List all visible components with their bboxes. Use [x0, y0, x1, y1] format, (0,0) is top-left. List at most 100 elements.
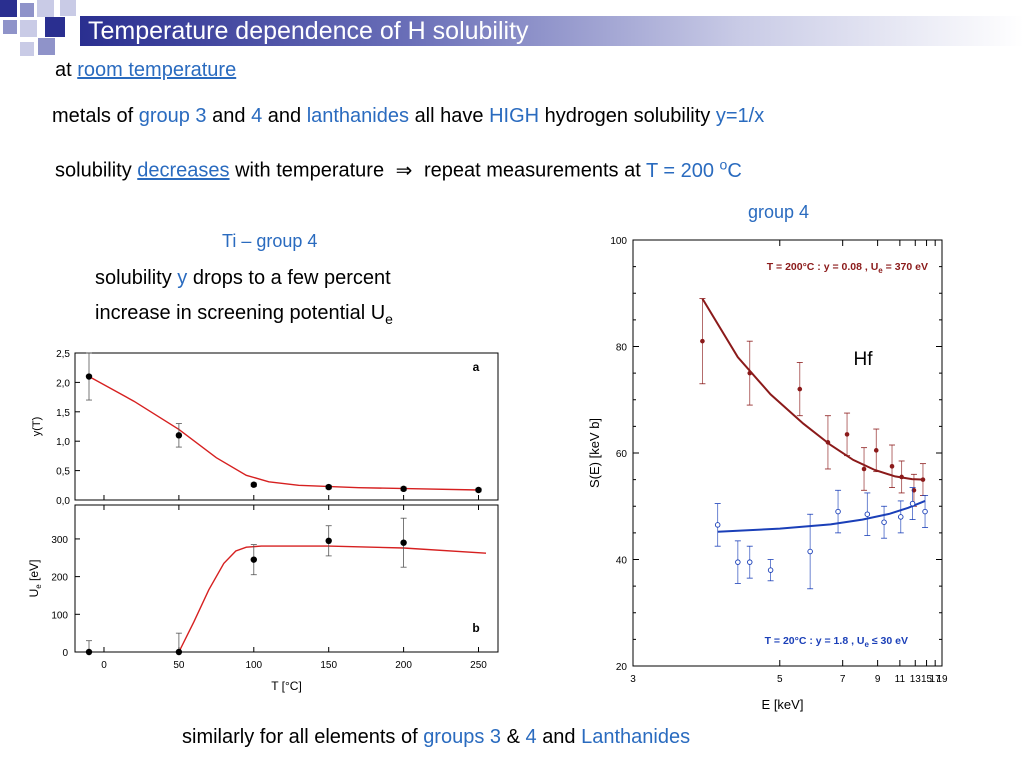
hf-200c-point [861, 466, 867, 472]
hf-frame [632, 239, 943, 667]
line2-and2: and [267, 105, 302, 127]
hf-ytick-label: 20 [616, 662, 628, 673]
panel-a-ytick-label: 1,5 [56, 408, 70, 419]
line2-group4: 4 [251, 105, 263, 127]
footer-groups3: groups 3 [423, 726, 502, 748]
room-temperature-link[interactable]: room temperature [77, 59, 237, 81]
panel-b-point [400, 539, 407, 546]
hf-element-label: Hf [854, 349, 874, 370]
line1-prefix: at [55, 59, 72, 81]
hf-xlabel: E [keV] [762, 697, 804, 712]
hf-20c-point [922, 508, 928, 515]
panel-b-point [325, 537, 332, 545]
panel-a-ytick-label: 2,5 [56, 349, 70, 360]
ti-chart: 0,0 0,5 1,0 1,5 2,0 2,5 0 100 200 300 0 50 100 150 200… [27, 349, 499, 693]
line3-d: repeat measurements at [423, 159, 641, 182]
line3-celsius: C [727, 159, 742, 182]
hf-20c-point [881, 519, 887, 525]
panel-b-xtick-label: 100 [245, 660, 262, 671]
panel-b-ytick-label: 100 [51, 610, 68, 621]
line2-a: metals of [52, 105, 134, 127]
ti1-c: drops to a few percent [192, 267, 391, 289]
hf-ytick-label: 40 [616, 556, 628, 567]
panel-b-label: b [472, 621, 479, 635]
hf-200c-annotation: T = 200°C : y = 0.08 , Ue = 370 eV [767, 261, 928, 275]
panel-b-point [175, 648, 183, 656]
panel-b-ylabel-sub: e [34, 584, 43, 589]
hf-ytick-label: 60 [616, 449, 628, 460]
hf-20c-point [735, 559, 741, 565]
hf-xtick-label: 13 [910, 674, 922, 685]
line-high-solubility: metals of group 3 and 4 and lanthanides … [52, 104, 764, 128]
hf-200c-point [889, 464, 895, 469]
hf-200c-fit-curve [701, 298, 925, 481]
hf-xtick-label: 7 [840, 674, 846, 685]
panel-a-point [325, 483, 332, 491]
hf-xtick-label: 19 [936, 674, 948, 685]
line2-formula: y=1/x [715, 105, 765, 127]
panel-b-ylabel: Ue [eV] [27, 560, 43, 598]
hf-20c-point [864, 511, 871, 517]
slide-title: Temperature dependence of H solubility [88, 17, 529, 45]
hf-200c-point [844, 432, 850, 437]
decreases-link[interactable]: decreases [137, 159, 230, 182]
panel-a-fit-curve [88, 375, 479, 491]
hf-200c-point [700, 338, 705, 344]
hf-20c-annotation-b: ≤ 30 eV [869, 635, 908, 647]
panel-b-xtick-label: 250 [470, 660, 487, 671]
line3-c: with temperature [235, 159, 385, 182]
hf-20c-point [714, 522, 721, 528]
hf-200c-annotation-a: T = 200°C : y = 0.08 , U [767, 261, 879, 273]
panel-b-ytick-label: 0 [62, 648, 68, 659]
hf-20c-point [835, 508, 841, 515]
footer-and: and [542, 726, 576, 748]
panel-a-ytick-label: 0,0 [56, 496, 70, 507]
hf-20c-point [767, 567, 774, 573]
hf-200c-point [747, 370, 753, 376]
line3-temperature: T = 200 oC [646, 156, 742, 182]
panel-b-xtick-label: 150 [320, 660, 337, 671]
line3-a: solubility [55, 159, 132, 182]
hf-20c-fit-curve [717, 499, 926, 533]
panel-b-ylabel-main: U [27, 589, 41, 598]
hf-ytick-label: 80 [616, 343, 628, 354]
panel-a-ytick-label: 2,0 [56, 378, 70, 389]
implies-arrow-icon: ⇒ [395, 159, 413, 182]
hf-200c-point [825, 440, 831, 445]
hf-200c-annotation-sub: e [878, 266, 883, 275]
panel-a-ytick-label: 1,0 [56, 437, 70, 448]
panel-a-ytick-label: 0,5 [56, 467, 70, 478]
hf-200c-point [920, 477, 926, 482]
hf-20c-annotation: T = 20°C : y = 1.8 , Ue ≤ 30 eV [765, 635, 908, 649]
hf-xtick-label: 11 [895, 674, 906, 685]
panel-b-xtick-label: 200 [395, 660, 412, 671]
logo-squares [0, 0, 85, 62]
hf-20c-point [909, 500, 916, 507]
line2-group3: group 3 [138, 105, 207, 127]
line2-high: HIGH [489, 105, 540, 127]
hf-ylabel: S(E) [keV b] [587, 418, 602, 488]
panel-b-ylabel-unit: [eV] [27, 560, 41, 585]
hf-xtick-label: 15 [921, 674, 933, 685]
hf-200c-point [873, 448, 879, 453]
panel-b-ytick-label: 200 [51, 573, 68, 584]
panel-a-point [475, 486, 482, 494]
line2-have: all have [414, 105, 484, 127]
hf-20c-point [747, 559, 753, 565]
hf-20c-point [807, 548, 813, 555]
panel-a-point [175, 432, 183, 439]
panel-a-ylabel: y(T) [31, 417, 43, 437]
panel-b-point [85, 648, 93, 656]
hf-200c-point [899, 474, 904, 480]
footer-amp: & [506, 726, 520, 748]
ti-heading: Ti – group 4 [222, 231, 318, 251]
title-bar [80, 16, 1024, 46]
panel-b-point [250, 556, 257, 563]
panel-b-xtick-label: 0 [101, 660, 107, 671]
panel-b-frame [74, 504, 499, 653]
hf-20c-annotation-sub: e [865, 640, 870, 649]
hf-20c-annotation-a: T = 20°C : y = 1.8 , U [765, 635, 865, 647]
hf-xtick-label: 3 [630, 674, 636, 685]
ti1-y: y [177, 267, 188, 289]
hf-xtick-label: 5 [777, 674, 783, 685]
